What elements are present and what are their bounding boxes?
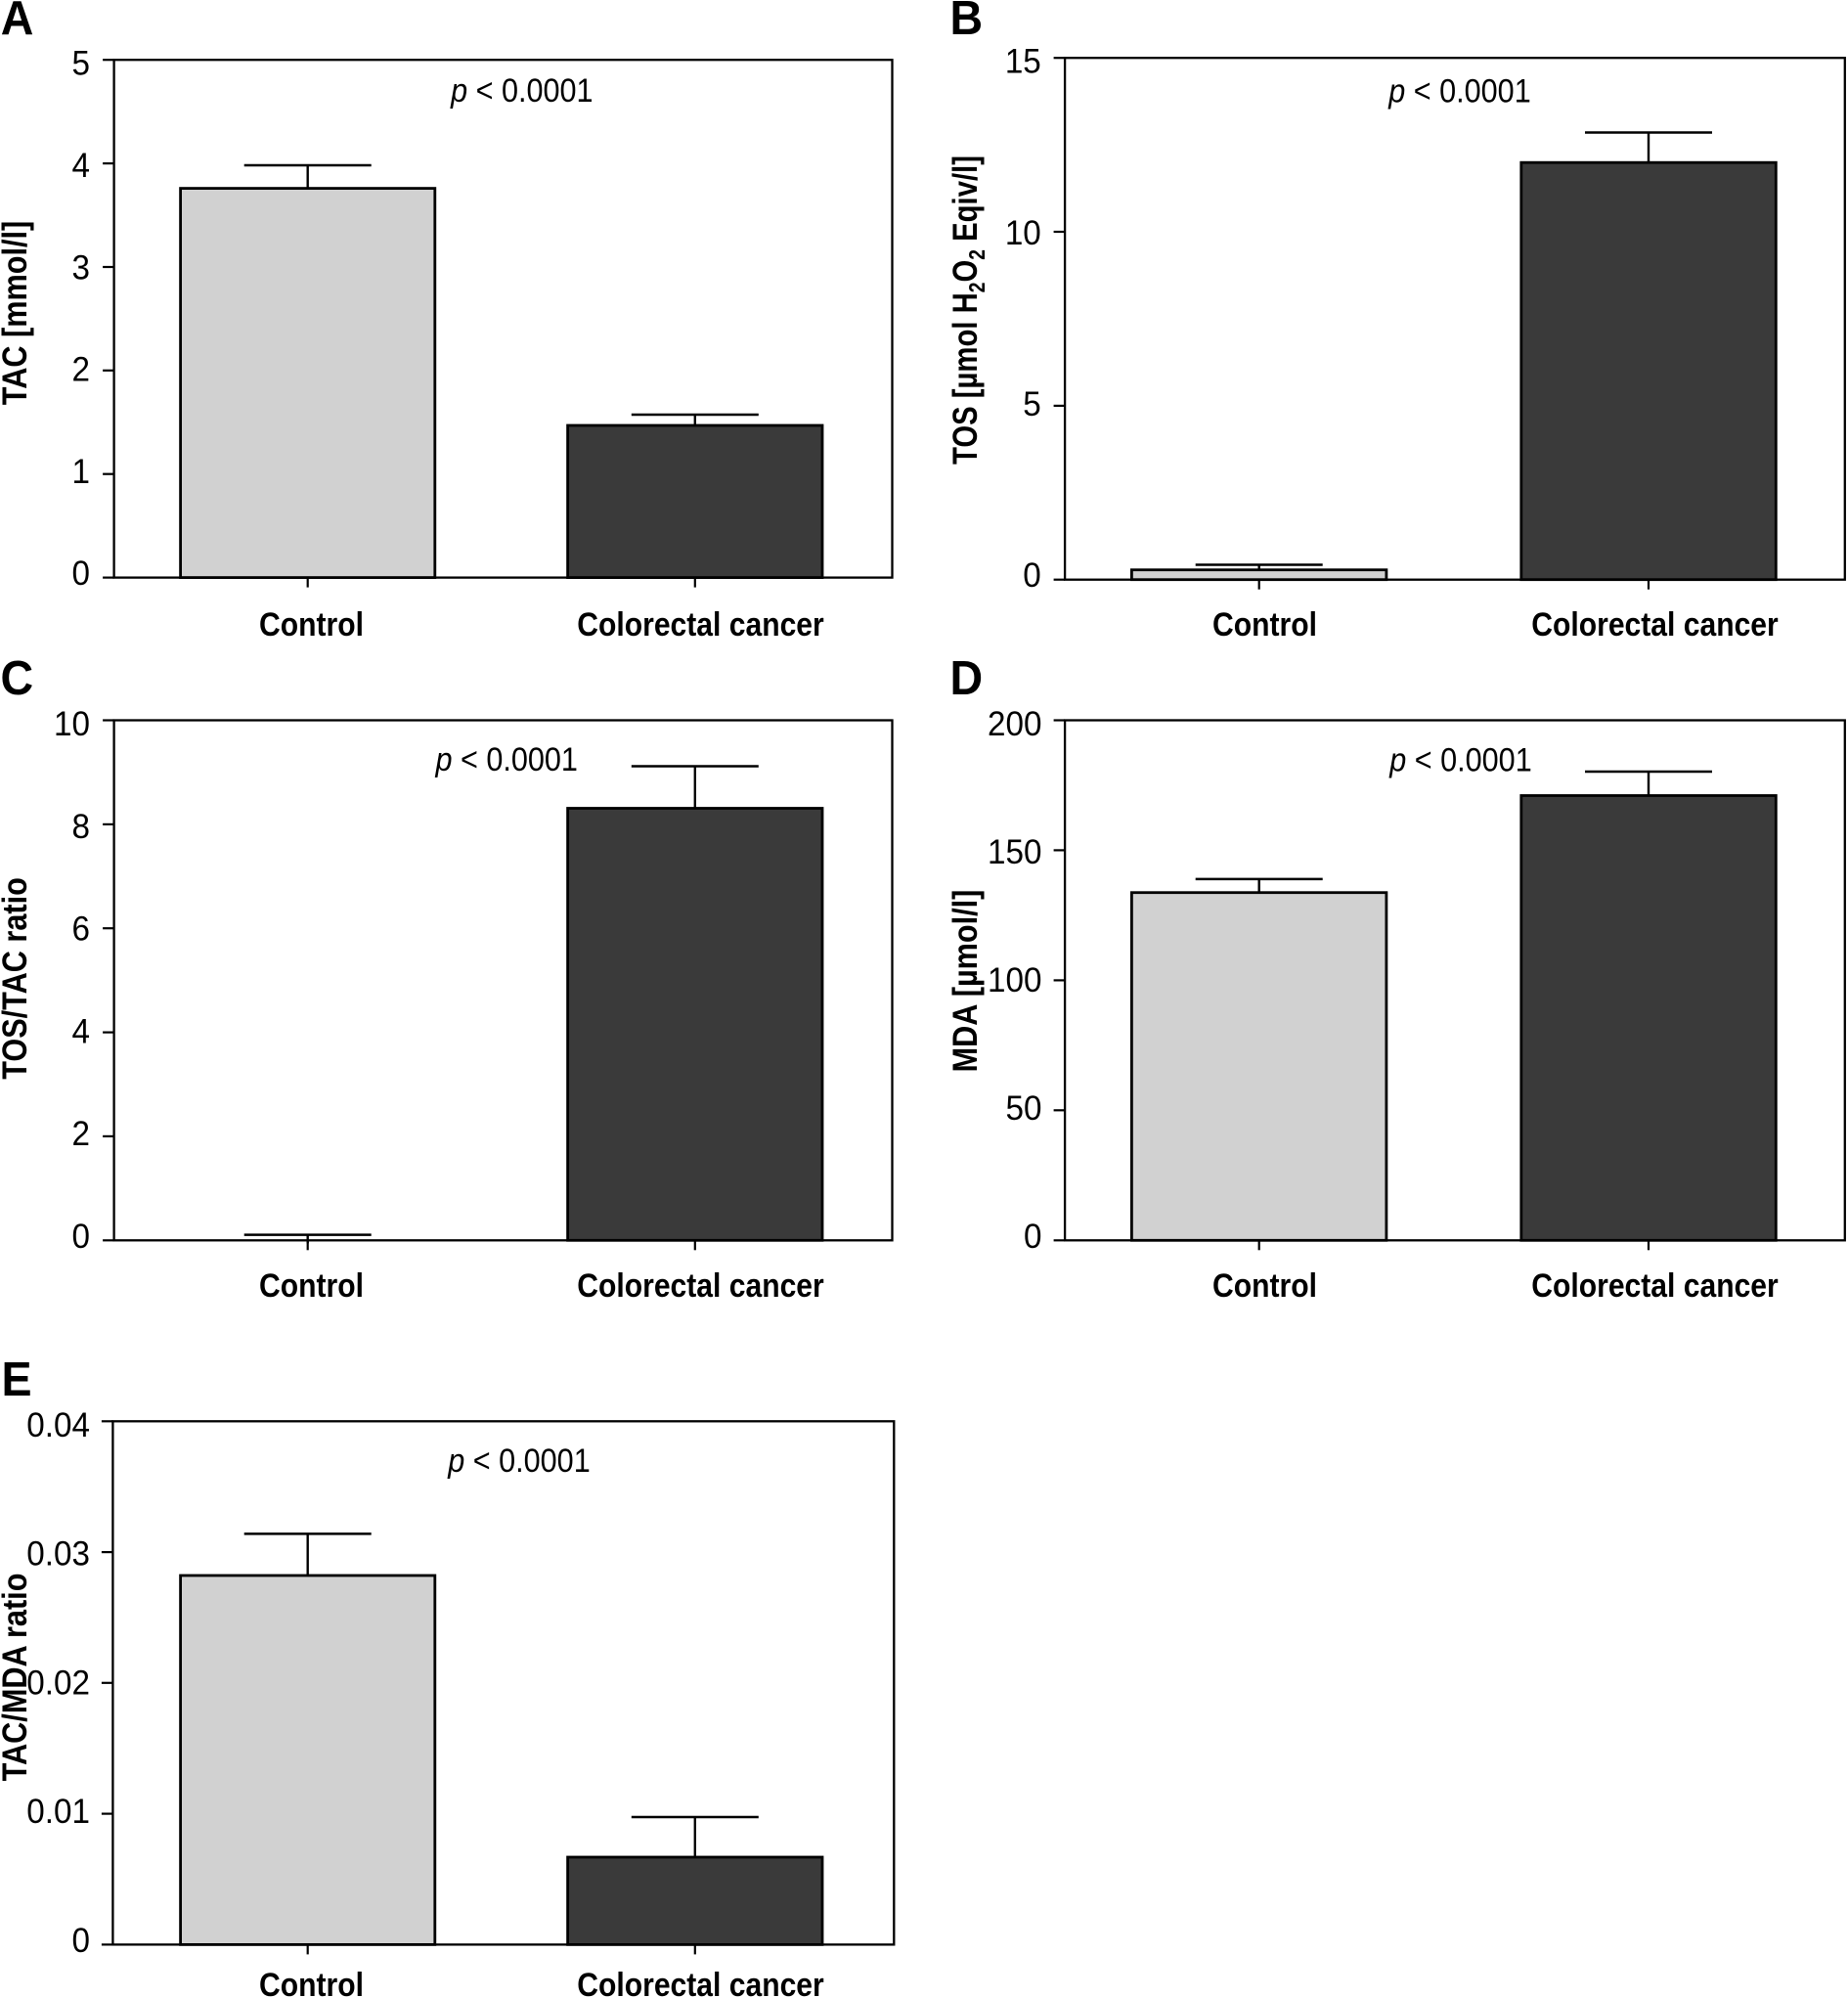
svg-text:Colorectal cancer: Colorectal cancer bbox=[577, 1266, 823, 1304]
svg-text:Colorectal cancer: Colorectal cancer bbox=[1531, 1266, 1778, 1304]
svg-text:A: A bbox=[1, 0, 34, 45]
svg-text:Control: Control bbox=[1212, 605, 1317, 643]
svg-text:50: 50 bbox=[1006, 1089, 1042, 1128]
svg-text:Control: Control bbox=[259, 1266, 364, 1304]
svg-text:p < 0.0001: p < 0.0001 bbox=[435, 741, 578, 778]
svg-text:E: E bbox=[2, 1354, 32, 1406]
svg-text:0: 0 bbox=[1024, 1218, 1041, 1256]
svg-text:0: 0 bbox=[72, 555, 90, 593]
svg-text:4: 4 bbox=[72, 147, 90, 185]
svg-text:Colorectal cancer: Colorectal cancer bbox=[577, 605, 823, 643]
svg-text:10: 10 bbox=[54, 705, 90, 743]
svg-text:0.02: 0.02 bbox=[26, 1664, 90, 1703]
svg-text:100: 100 bbox=[988, 961, 1041, 999]
svg-text:Colorectal cancer: Colorectal cancer bbox=[577, 1966, 823, 1997]
svg-text:8: 8 bbox=[72, 808, 90, 846]
svg-text:C: C bbox=[1, 652, 34, 705]
svg-text:p < 0.0001: p < 0.0001 bbox=[450, 72, 593, 110]
svg-text:TOS/TAC ratio: TOS/TAC ratio bbox=[0, 877, 33, 1080]
svg-text:TAC [mmol/l]: TAC [mmol/l] bbox=[0, 221, 33, 405]
svg-text:p < 0.0001: p < 0.0001 bbox=[447, 1442, 590, 1479]
svg-text:p < 0.0001: p < 0.0001 bbox=[1388, 741, 1531, 778]
svg-text:200: 200 bbox=[988, 705, 1041, 743]
svg-text:3: 3 bbox=[72, 249, 90, 288]
svg-text:0.03: 0.03 bbox=[26, 1535, 90, 1574]
svg-text:2: 2 bbox=[72, 1115, 90, 1153]
svg-text:0.04: 0.04 bbox=[26, 1406, 90, 1444]
svg-text:0: 0 bbox=[72, 1922, 90, 1960]
svg-text:5: 5 bbox=[72, 45, 90, 83]
svg-text:0: 0 bbox=[72, 1218, 90, 1256]
svg-text:5: 5 bbox=[1023, 385, 1040, 423]
svg-text:4: 4 bbox=[72, 1013, 90, 1051]
svg-text:D: D bbox=[950, 652, 984, 705]
svg-text:TAC/MDA ratio: TAC/MDA ratio bbox=[0, 1574, 33, 1782]
svg-text:10: 10 bbox=[1005, 214, 1041, 252]
svg-text:B: B bbox=[950, 0, 984, 45]
svg-text:6: 6 bbox=[72, 910, 90, 949]
svg-text:p < 0.0001: p < 0.0001 bbox=[1387, 72, 1530, 110]
svg-text:150: 150 bbox=[988, 833, 1041, 871]
svg-text:Control: Control bbox=[1212, 1266, 1317, 1304]
svg-text:Control: Control bbox=[259, 605, 364, 643]
svg-text:Colorectal cancer: Colorectal cancer bbox=[1531, 605, 1778, 643]
svg-text:0.01: 0.01 bbox=[26, 1793, 90, 1831]
svg-text:2: 2 bbox=[72, 351, 90, 389]
svg-text:15: 15 bbox=[1005, 43, 1041, 81]
svg-text:MDA [µmol/l]: MDA [µmol/l] bbox=[946, 890, 984, 1073]
svg-text:Control: Control bbox=[259, 1966, 364, 1997]
svg-text:1: 1 bbox=[72, 453, 90, 491]
svg-text:0: 0 bbox=[1023, 556, 1040, 595]
svg-text:TOS [µmol H2​O2​ Eqiv/l]: TOS [µmol H2​O2​ Eqiv/l] bbox=[946, 155, 990, 465]
